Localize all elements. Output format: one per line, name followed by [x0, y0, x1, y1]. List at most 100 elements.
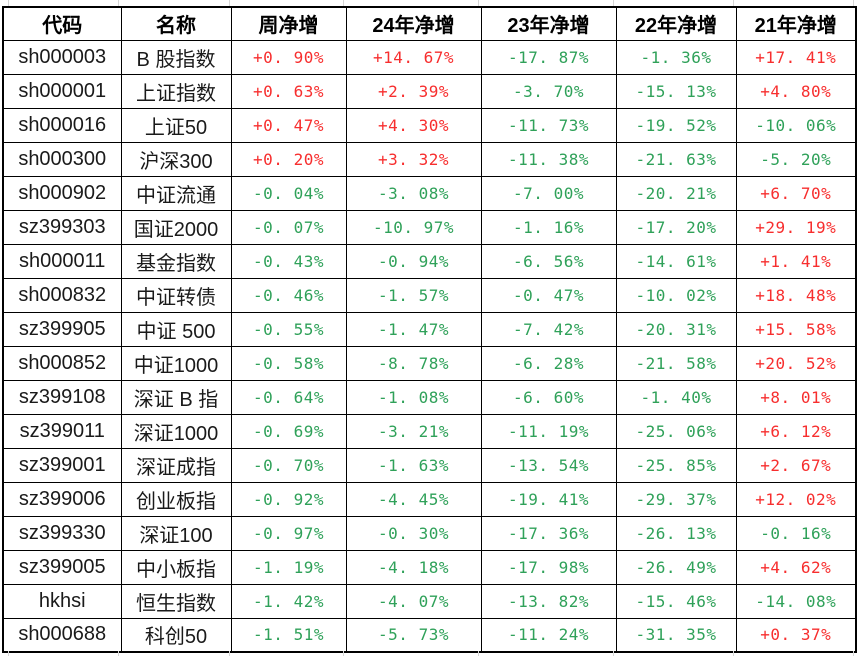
cell-index-name[interactable]: 深证成指 — [120, 447, 232, 483]
cell-y21-pct[interactable]: +0. 37% — [735, 617, 857, 653]
cell-y21-pct[interactable]: +15. 58% — [735, 311, 857, 347]
cell-y22-pct[interactable]: -31. 35% — [615, 617, 737, 653]
cell-y24-pct[interactable]: +14. 67% — [345, 39, 482, 75]
cell-code[interactable]: sh000001 — [2, 73, 122, 109]
cell-y23-pct[interactable]: -0. 47% — [480, 277, 617, 313]
cell-index-name[interactable]: 基金指数 — [120, 243, 232, 279]
cell-index-name[interactable]: 科创50 — [120, 617, 232, 653]
cell-y21-pct[interactable]: +4. 80% — [735, 73, 857, 109]
cell-week-pct[interactable]: -0. 92% — [230, 481, 347, 517]
cell-y21-pct[interactable]: +4. 62% — [735, 549, 857, 585]
cell-week-pct[interactable]: -0. 69% — [230, 413, 347, 449]
cell-y23-pct[interactable]: -13. 54% — [480, 447, 617, 483]
cell-y22-pct[interactable]: -1. 40% — [615, 379, 737, 415]
cell-y24-pct[interactable]: -4. 45% — [345, 481, 482, 517]
cell-index-name[interactable]: 上证50 — [120, 107, 232, 143]
cell-week-pct[interactable]: -0. 58% — [230, 345, 347, 381]
cell-y24-pct[interactable]: -0. 30% — [345, 515, 482, 551]
cell-y22-pct[interactable]: -19. 52% — [615, 107, 737, 143]
cell-y21-pct[interactable]: +6. 70% — [735, 175, 857, 211]
cell-y21-pct[interactable]: -0. 16% — [735, 515, 857, 551]
cell-week-pct[interactable]: -0. 55% — [230, 311, 347, 347]
cell-y22-pct[interactable]: -1. 36% — [615, 39, 737, 75]
cell-y22-pct[interactable]: -21. 58% — [615, 345, 737, 381]
cell-y23-pct[interactable]: -11. 73% — [480, 107, 617, 143]
cell-y22-pct[interactable]: -15. 46% — [615, 583, 737, 619]
cell-code[interactable]: sz399330 — [2, 515, 122, 551]
cell-y23-pct[interactable]: -17. 36% — [480, 515, 617, 551]
cell-index-name[interactable]: 创业板指 — [120, 481, 232, 517]
cell-y23-pct[interactable]: -11. 19% — [480, 413, 617, 449]
column-header-week[interactable]: 周净增 — [230, 6, 347, 41]
cell-y23-pct[interactable]: -7. 00% — [480, 175, 617, 211]
cell-y21-pct[interactable]: +20. 52% — [735, 345, 857, 381]
cell-y23-pct[interactable]: -6. 28% — [480, 345, 617, 381]
cell-y21-pct[interactable]: -14. 08% — [735, 583, 857, 619]
cell-y22-pct[interactable]: -25. 06% — [615, 413, 737, 449]
cell-y24-pct[interactable]: -3. 08% — [345, 175, 482, 211]
cell-y22-pct[interactable]: -26. 13% — [615, 515, 737, 551]
cell-index-name[interactable]: 中证流通 — [120, 175, 232, 211]
cell-y21-pct[interactable]: +12. 02% — [735, 481, 857, 517]
cell-y21-pct[interactable]: +17. 41% — [735, 39, 857, 75]
column-header-code[interactable]: 代码 — [2, 6, 122, 41]
cell-y23-pct[interactable]: -17. 98% — [480, 549, 617, 585]
cell-code[interactable]: sz399905 — [2, 311, 122, 347]
cell-index-name[interactable]: 深证100 — [120, 515, 232, 551]
cell-y24-pct[interactable]: -1. 57% — [345, 277, 482, 313]
cell-y21-pct[interactable]: +8. 01% — [735, 379, 857, 415]
cell-week-pct[interactable]: -0. 97% — [230, 515, 347, 551]
cell-y24-pct[interactable]: +4. 30% — [345, 107, 482, 143]
cell-code[interactable]: sz399005 — [2, 549, 122, 585]
cell-index-name[interactable]: 中证1000 — [120, 345, 232, 381]
cell-y22-pct[interactable]: -15. 13% — [615, 73, 737, 109]
cell-y24-pct[interactable]: -5. 73% — [345, 617, 482, 653]
cell-code[interactable]: sh000300 — [2, 141, 122, 177]
cell-week-pct[interactable]: +0. 20% — [230, 141, 347, 177]
cell-code[interactable]: sz399108 — [2, 379, 122, 415]
cell-y23-pct[interactable]: -11. 24% — [480, 617, 617, 653]
cell-y24-pct[interactable]: -8. 78% — [345, 345, 482, 381]
cell-index-name[interactable]: B 股指数 — [120, 39, 232, 75]
cell-index-name[interactable]: 国证2000 — [120, 209, 232, 245]
cell-y23-pct[interactable]: -11. 38% — [480, 141, 617, 177]
cell-y24-pct[interactable]: -4. 07% — [345, 583, 482, 619]
cell-y22-pct[interactable]: -10. 02% — [615, 277, 737, 313]
cell-week-pct[interactable]: -1. 51% — [230, 617, 347, 653]
cell-y22-pct[interactable]: -17. 20% — [615, 209, 737, 245]
cell-y24-pct[interactable]: -0. 94% — [345, 243, 482, 279]
cell-y21-pct[interactable]: +2. 67% — [735, 447, 857, 483]
cell-y21-pct[interactable]: +6. 12% — [735, 413, 857, 449]
cell-y21-pct[interactable]: -5. 20% — [735, 141, 857, 177]
column-header-2023[interactable]: 23年净增 — [480, 6, 617, 41]
cell-week-pct[interactable]: +0. 90% — [230, 39, 347, 75]
cell-y22-pct[interactable]: -20. 31% — [615, 311, 737, 347]
cell-y22-pct[interactable]: -25. 85% — [615, 447, 737, 483]
cell-y24-pct[interactable]: -10. 97% — [345, 209, 482, 245]
cell-y23-pct[interactable]: -1. 16% — [480, 209, 617, 245]
cell-y22-pct[interactable]: -29. 37% — [615, 481, 737, 517]
cell-week-pct[interactable]: -0. 70% — [230, 447, 347, 483]
cell-code[interactable]: sz399001 — [2, 447, 122, 483]
cell-y22-pct[interactable]: -14. 61% — [615, 243, 737, 279]
cell-index-name[interactable]: 深证 B 指 — [120, 379, 232, 415]
cell-code[interactable]: sz399011 — [2, 413, 122, 449]
cell-code[interactable]: sh000011 — [2, 243, 122, 279]
column-header-2024[interactable]: 24年净增 — [345, 6, 482, 41]
cell-y23-pct[interactable]: -19. 41% — [480, 481, 617, 517]
cell-y24-pct[interactable]: +2. 39% — [345, 73, 482, 109]
column-header-2021[interactable]: 21年净增 — [735, 6, 857, 41]
cell-code[interactable]: hkhsi — [2, 583, 122, 619]
cell-code[interactable]: sh000003 — [2, 39, 122, 75]
cell-code[interactable]: sh000852 — [2, 345, 122, 381]
cell-week-pct[interactable]: -0. 64% — [230, 379, 347, 415]
cell-y23-pct[interactable]: -17. 87% — [480, 39, 617, 75]
cell-index-name[interactable]: 中证 500 — [120, 311, 232, 347]
cell-y23-pct[interactable]: -13. 82% — [480, 583, 617, 619]
cell-week-pct[interactable]: -1. 42% — [230, 583, 347, 619]
cell-index-name[interactable]: 沪深300 — [120, 141, 232, 177]
cell-code[interactable]: sz399303 — [2, 209, 122, 245]
cell-y22-pct[interactable]: -26. 49% — [615, 549, 737, 585]
cell-index-name[interactable]: 中证转债 — [120, 277, 232, 313]
cell-index-name[interactable]: 恒生指数 — [120, 583, 232, 619]
